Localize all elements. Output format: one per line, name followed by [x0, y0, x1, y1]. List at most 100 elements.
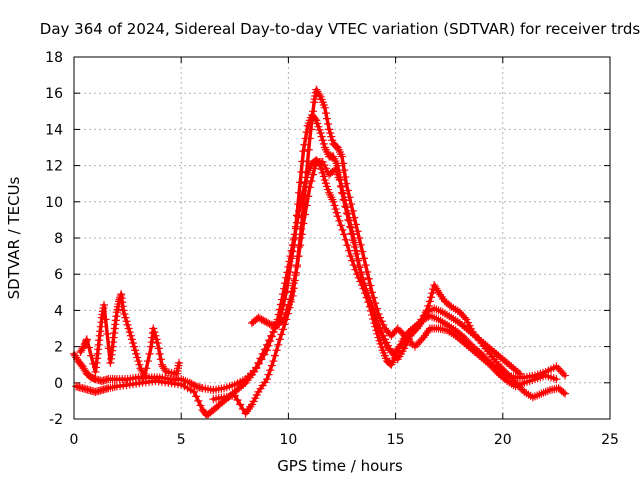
- data-marker: [156, 355, 165, 364]
- data-point: [292, 262, 301, 271]
- data-marker: [252, 363, 261, 372]
- data-marker: [288, 287, 297, 296]
- data-marker: [318, 136, 327, 145]
- data-marker: [192, 392, 201, 401]
- data-point: [361, 284, 370, 293]
- data-marker: [267, 361, 276, 370]
- data-point: [355, 234, 364, 242]
- data-point: [286, 295, 295, 304]
- data-marker: [135, 360, 144, 369]
- data-marker: [130, 342, 139, 351]
- data-point: [425, 297, 434, 306]
- y-tick-label: 0: [54, 376, 63, 392]
- data-point: [299, 219, 308, 228]
- data-marker: [283, 305, 292, 314]
- x-tick-label: 20: [494, 432, 512, 448]
- data-point: [340, 230, 349, 239]
- data-marker: [121, 313, 130, 322]
- data-marker: [283, 281, 292, 290]
- y-tick-label: 16: [45, 86, 63, 102]
- data-point: [153, 338, 162, 347]
- data-marker: [155, 349, 164, 358]
- data-marker: [371, 311, 380, 320]
- data-point: [515, 369, 524, 378]
- data-marker: [341, 235, 350, 244]
- data-marker: [266, 366, 275, 375]
- data-marker: [358, 273, 367, 282]
- data-marker: [337, 182, 346, 191]
- data-marker: [272, 346, 281, 355]
- data-marker: [426, 293, 435, 302]
- data-marker: [364, 274, 373, 283]
- data-marker: [151, 331, 160, 340]
- data-point: [320, 103, 329, 112]
- data-marker: [326, 129, 335, 138]
- data-marker: [120, 310, 129, 319]
- data-marker: [351, 246, 360, 255]
- data-point: [100, 300, 109, 309]
- data-point: [123, 320, 132, 329]
- data-marker: [339, 189, 348, 198]
- data-marker: [291, 271, 300, 280]
- y-tick-label: -2: [49, 412, 63, 428]
- data-marker: [366, 298, 375, 307]
- data-marker: [87, 351, 96, 360]
- data-point: [346, 252, 355, 261]
- plot-frame: [73, 56, 611, 420]
- data-marker: [332, 208, 341, 217]
- data-marker: [369, 307, 378, 316]
- data-marker: [122, 317, 131, 326]
- data-marker: [331, 205, 340, 214]
- data-point: [230, 391, 239, 400]
- data-marker: [347, 200, 356, 209]
- data-point: [361, 261, 370, 270]
- data-marker: [338, 225, 347, 234]
- data-marker: [194, 396, 203, 405]
- data-marker: [559, 388, 568, 397]
- data-marker: [319, 172, 328, 181]
- data-point: [82, 335, 91, 344]
- series-sdtvar-branch-b: [209, 85, 561, 418]
- data-marker: [309, 170, 318, 179]
- data-marker: [302, 201, 311, 210]
- y-tick-label: 18: [45, 50, 63, 66]
- data-marker: [143, 357, 152, 366]
- data-marker: [260, 345, 269, 354]
- data-marker: [319, 139, 328, 148]
- data-point: [140, 371, 149, 380]
- data-point: [282, 288, 291, 297]
- data-marker: [289, 279, 298, 288]
- data-marker: [296, 241, 305, 250]
- data-point: [258, 349, 267, 358]
- data-marker: [336, 221, 345, 230]
- data-marker: [287, 254, 296, 263]
- data-marker: [317, 132, 326, 141]
- data-point: [299, 147, 308, 156]
- y-tick-label: 12: [45, 159, 63, 175]
- data-marker: [317, 165, 326, 174]
- data-marker: [302, 168, 311, 177]
- data-point: [175, 358, 184, 367]
- data-marker: [377, 328, 386, 337]
- data-point: [342, 203, 351, 212]
- data-marker: [340, 196, 349, 205]
- data-point: [338, 152, 346, 161]
- data-marker: [324, 119, 333, 128]
- data-point: [267, 331, 276, 340]
- data-marker: [359, 279, 368, 288]
- data-marker: [304, 192, 313, 201]
- y-tick-label: 8: [54, 231, 63, 247]
- data-point: [305, 134, 314, 143]
- data-marker: [356, 268, 365, 277]
- data-marker: [307, 176, 316, 185]
- data-marker: [304, 145, 313, 154]
- data-marker: [277, 330, 286, 339]
- data-marker: [294, 200, 303, 209]
- x-tick-label: 15: [387, 432, 405, 448]
- data-marker: [277, 308, 286, 317]
- data-marker: [353, 254, 362, 263]
- data-marker: [379, 331, 388, 340]
- data-point: [325, 125, 334, 134]
- data-marker: [322, 114, 331, 123]
- data-series: [70, 85, 569, 420]
